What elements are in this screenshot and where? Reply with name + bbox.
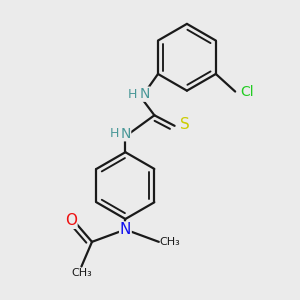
Text: H: H bbox=[110, 127, 119, 140]
Text: CH₃: CH₃ bbox=[71, 268, 92, 278]
Text: CH₃: CH₃ bbox=[159, 237, 180, 247]
Text: O: O bbox=[65, 213, 77, 228]
Text: S: S bbox=[180, 117, 190, 132]
Text: Cl: Cl bbox=[241, 85, 254, 99]
Text: N: N bbox=[140, 87, 150, 101]
Text: N: N bbox=[120, 222, 131, 237]
Text: N: N bbox=[120, 127, 130, 141]
Text: H: H bbox=[128, 88, 137, 101]
